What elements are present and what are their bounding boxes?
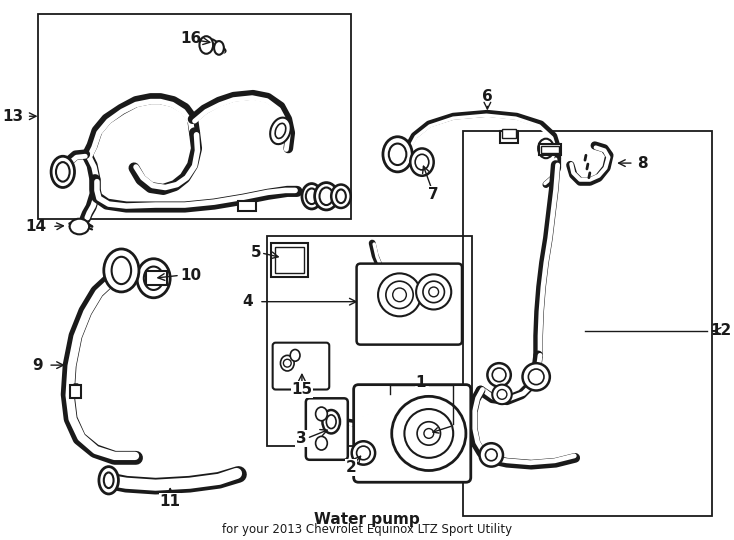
Ellipse shape <box>56 162 70 181</box>
Ellipse shape <box>270 118 291 144</box>
Bar <box>38 14 351 219</box>
Ellipse shape <box>393 288 407 302</box>
Ellipse shape <box>137 259 170 298</box>
Text: 2: 2 <box>346 460 356 475</box>
Text: 8: 8 <box>636 156 647 171</box>
Text: 7: 7 <box>429 187 439 202</box>
Ellipse shape <box>322 410 340 434</box>
Ellipse shape <box>327 415 336 429</box>
Ellipse shape <box>306 188 318 204</box>
Text: 1: 1 <box>415 375 426 390</box>
Text: 4: 4 <box>242 294 253 309</box>
Ellipse shape <box>417 422 440 445</box>
Ellipse shape <box>404 409 453 458</box>
Ellipse shape <box>331 185 351 208</box>
Ellipse shape <box>415 154 429 170</box>
Bar <box>502 129 516 138</box>
Bar <box>239 201 256 211</box>
Ellipse shape <box>416 274 451 309</box>
Text: for your 2013 Chevrolet Equinox LTZ Sport Utility: for your 2013 Chevrolet Equinox LTZ Spor… <box>222 523 512 536</box>
Ellipse shape <box>383 137 413 172</box>
Ellipse shape <box>214 41 224 55</box>
Ellipse shape <box>316 436 327 450</box>
Bar <box>541 145 559 153</box>
Ellipse shape <box>493 384 512 404</box>
Text: 12: 12 <box>710 323 731 339</box>
Ellipse shape <box>144 267 164 290</box>
Text: 3: 3 <box>297 431 307 446</box>
Ellipse shape <box>424 429 434 438</box>
Ellipse shape <box>51 156 75 187</box>
Ellipse shape <box>280 355 294 371</box>
Bar <box>70 384 81 399</box>
Text: 16: 16 <box>180 31 201 46</box>
Ellipse shape <box>275 123 286 138</box>
Text: 5: 5 <box>250 245 261 260</box>
Ellipse shape <box>283 359 291 367</box>
Ellipse shape <box>410 148 434 176</box>
Bar <box>539 144 561 156</box>
Ellipse shape <box>103 249 139 292</box>
Ellipse shape <box>386 281 413 308</box>
Ellipse shape <box>523 363 550 390</box>
Ellipse shape <box>423 281 444 302</box>
Ellipse shape <box>352 441 375 465</box>
Ellipse shape <box>378 273 421 316</box>
Text: 14: 14 <box>25 219 46 234</box>
Bar <box>271 243 308 277</box>
FancyBboxPatch shape <box>306 399 348 460</box>
Ellipse shape <box>538 139 553 158</box>
Ellipse shape <box>528 369 544 384</box>
Bar <box>146 272 167 285</box>
FancyBboxPatch shape <box>354 384 470 482</box>
Ellipse shape <box>302 184 321 209</box>
Text: 6: 6 <box>482 89 493 104</box>
Ellipse shape <box>336 190 346 203</box>
Text: 13: 13 <box>3 109 23 124</box>
Text: 9: 9 <box>33 357 43 373</box>
Text: 11: 11 <box>160 494 181 509</box>
Text: 15: 15 <box>291 382 313 397</box>
Ellipse shape <box>103 472 114 488</box>
Bar <box>500 131 517 143</box>
Ellipse shape <box>200 36 213 54</box>
FancyBboxPatch shape <box>272 343 330 389</box>
Text: Water pump: Water pump <box>314 512 420 527</box>
Ellipse shape <box>99 467 118 494</box>
Text: 10: 10 <box>180 268 201 283</box>
Ellipse shape <box>429 287 439 297</box>
Ellipse shape <box>290 349 300 361</box>
Bar <box>275 247 304 273</box>
Ellipse shape <box>392 396 466 470</box>
Ellipse shape <box>493 368 506 382</box>
Bar <box>463 131 712 516</box>
Ellipse shape <box>485 449 497 461</box>
FancyBboxPatch shape <box>357 264 462 345</box>
Ellipse shape <box>357 446 370 460</box>
Ellipse shape <box>316 407 327 421</box>
Ellipse shape <box>319 187 333 205</box>
Ellipse shape <box>389 144 407 165</box>
Ellipse shape <box>315 183 338 210</box>
Bar <box>266 237 472 446</box>
Ellipse shape <box>70 219 89 234</box>
Ellipse shape <box>487 363 511 387</box>
Ellipse shape <box>497 389 507 399</box>
Ellipse shape <box>479 443 503 467</box>
Ellipse shape <box>112 257 131 284</box>
